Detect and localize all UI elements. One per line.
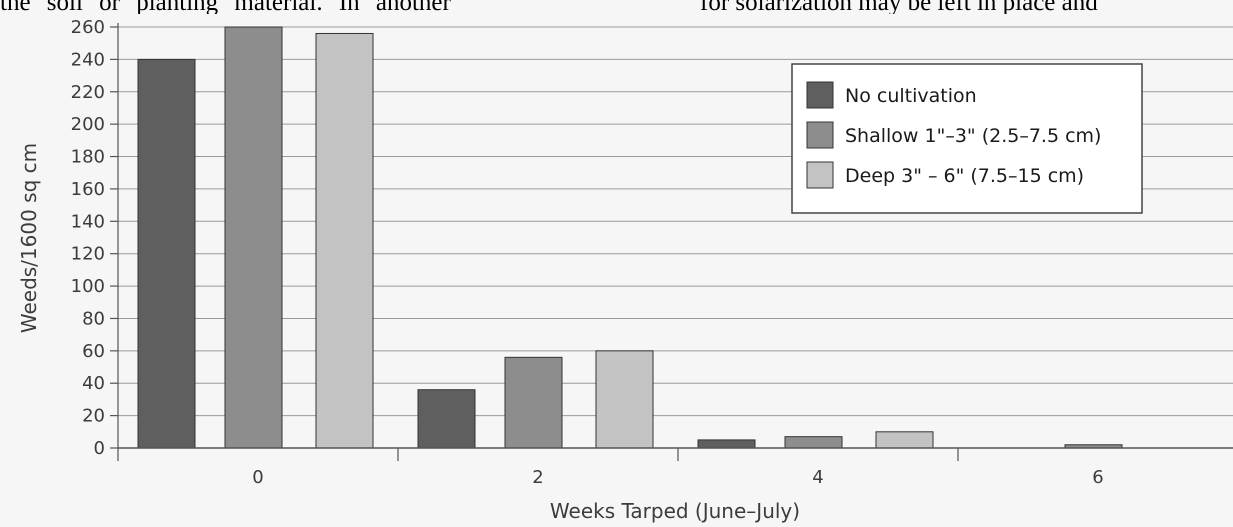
bar (784, 436, 843, 449)
y-tick-label: 160 (71, 179, 105, 200)
legend: No cultivation Shallow 1"–3" (2.5–7.5 cm)… (791, 63, 1143, 214)
y-tick-label: 260 (71, 17, 105, 38)
bar (315, 32, 374, 449)
body-text-left: the soil or planting material. In anothe… (0, 0, 451, 14)
x-axis-title: Weeks Tarped (June–July) (550, 499, 800, 523)
bar (504, 356, 563, 449)
x-tick-label: 0 (252, 467, 263, 488)
y-tick-label: 140 (71, 211, 105, 232)
y-tick-label: 120 (71, 244, 105, 265)
x-tick-label: 2 (532, 467, 543, 488)
legend-label: Deep 3" – 6" (7.5–15 cm) (845, 165, 1084, 187)
legend-label: No cultivation (845, 85, 977, 107)
legend-label: Shallow 1"–3" (2.5–7.5 cm) (845, 125, 1101, 147)
y-tick-label: 180 (71, 147, 105, 168)
y-axis: 0 20 40 60 80 100 120 140 160 180 200 220 240 260 (71, 17, 119, 459)
x-axis: 0 2 4 6 (117, 447, 1233, 488)
bars (137, 26, 1123, 449)
y-tick-label: 240 (71, 49, 105, 70)
bar (875, 431, 934, 449)
x-tick-label: 6 (1092, 467, 1103, 488)
legend-swatch (806, 81, 834, 109)
gridlines (118, 26, 1233, 449)
y-tick-label: 20 (82, 406, 105, 427)
y-tick-label: 80 (82, 308, 105, 329)
x-tick-label: 4 (812, 467, 823, 488)
body-text-right: for solarization may be left in place an… (700, 0, 1098, 14)
y-tick-label: 40 (82, 373, 105, 394)
bar (137, 58, 196, 449)
bar (595, 350, 654, 449)
y-tick-label: 220 (71, 82, 105, 103)
y-tick-label: 60 (82, 341, 105, 362)
bar (224, 26, 283, 449)
y-tick-label: 0 (94, 438, 105, 459)
body-text-fragment: the soil or planting material. In anothe… (0, 0, 1233, 14)
legend-box (791, 63, 1143, 214)
y-tick-label: 200 (71, 114, 105, 135)
legend-swatch (806, 161, 834, 189)
legend-swatch (806, 121, 834, 149)
y-axis-title: Weeds/1600 sq cm (17, 143, 41, 333)
y-tick-label: 100 (71, 276, 105, 297)
bar (697, 439, 756, 449)
bar (417, 389, 476, 449)
